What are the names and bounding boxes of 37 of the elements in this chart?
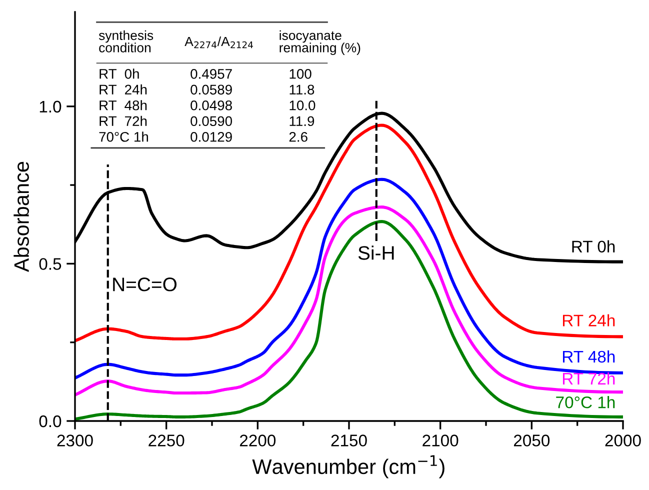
x-tick-label: 2200: [240, 434, 276, 446]
annotation: RT 72h: [100, 116, 147, 126]
annotation: isocyanate remaining (%): [280, 30, 360, 55]
series-label: RT 48h: [562, 350, 615, 363]
annotation: 2.6: [289, 132, 308, 142]
annotation: 11.9: [290, 116, 314, 126]
annotation: RT 0h: [100, 68, 139, 79]
x-tick-label: 2250: [148, 434, 184, 446]
annotation: 70°C 1h: [99, 132, 148, 142]
y-tick-label: 0.0: [39, 415, 62, 428]
annotation: 10.0: [290, 100, 316, 110]
annotation: A$_{2274}$/A$_{2124}$: [184, 36, 253, 48]
y-axis-title: Absorbance: [14, 162, 29, 272]
annotation: 0.0590: [190, 116, 232, 126]
x-tick-label: 2100: [422, 434, 458, 446]
annotation: 11.8: [290, 84, 314, 95]
ref-line-label: N=C=O: [113, 278, 177, 292]
series-label: RT 72h: [562, 372, 615, 385]
x-tick-label: 2300: [57, 434, 93, 446]
series-label: RT 24h: [562, 314, 615, 326]
x-tick-label: 2050: [514, 434, 550, 446]
y-tick-label: 1.0: [40, 100, 62, 113]
x-tick-label: 2000: [605, 434, 641, 446]
series-label: 70°C 1h: [556, 396, 615, 408]
annotation: 0.4957: [190, 68, 232, 79]
annotation: 0.0589: [190, 84, 232, 95]
ref-line-label: Si-H: [358, 246, 394, 260]
x-axis-title: Wavenumber (cm$^{−1}$): [252, 455, 444, 478]
annotation: RT 48h: [100, 100, 147, 110]
annotation: RT 24h: [100, 84, 147, 94]
annotation: 100: [290, 68, 312, 79]
series-label: RT 0h: [572, 240, 615, 253]
annotation: 0.0498: [190, 100, 232, 110]
annotation: 0.0129: [190, 132, 232, 142]
y-tick-label: 0.5: [39, 258, 62, 270]
x-tick-label: 2150: [331, 434, 367, 446]
annotation: synthesis condition: [98, 30, 154, 52]
